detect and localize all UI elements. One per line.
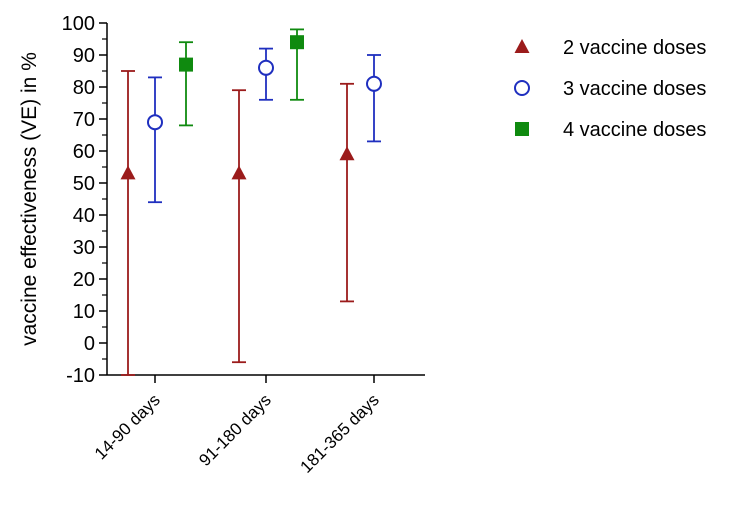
- y-tick-label: 60: [73, 141, 95, 163]
- legend: 2 vaccine doses 3 vaccine doses 4 vaccine …: [514, 37, 706, 141]
- triangle-marker: [514, 39, 530, 53]
- series-1: [120, 70, 355, 376]
- y-tick-label: 80: [73, 77, 95, 99]
- x-tick-label: 91-180 days: [195, 390, 275, 470]
- legend-label: 2 vaccine doses: [563, 37, 706, 59]
- square-marker: [290, 35, 304, 50]
- circle-marker: [258, 59, 274, 76]
- circle-marker: [366, 75, 382, 92]
- circle-marker: [514, 80, 530, 96]
- legend-label: 3 vaccine doses: [563, 78, 706, 100]
- series-3: [179, 28, 304, 127]
- y-tick-label: 0: [84, 333, 95, 355]
- y-tick-label: -10: [66, 365, 95, 387]
- square-marker: [179, 57, 193, 72]
- circle-marker: [147, 114, 163, 131]
- y-tick-label: 10: [73, 301, 95, 323]
- series-2: [147, 47, 382, 204]
- triangle-marker: [339, 146, 355, 161]
- triangle-marker: [120, 165, 136, 180]
- y-tick-label: 70: [73, 109, 95, 131]
- square-marker: [515, 122, 529, 136]
- y-tick-label: 40: [73, 205, 95, 227]
- y-axis-title: vaccine effectiveness (VE) in %: [18, 52, 41, 346]
- x-tick-label: 181-365 days: [297, 390, 383, 476]
- x-tick-label: 14-90 days: [91, 390, 164, 463]
- y-tick-label: 50: [73, 173, 95, 195]
- y-tick-label: 100: [62, 13, 95, 35]
- triangle-marker: [231, 165, 247, 180]
- y-tick-label: 90: [73, 45, 95, 67]
- y-tick-label: 20: [73, 269, 95, 291]
- y-tick-label: 30: [73, 237, 95, 259]
- legend-label: 4 vaccine doses: [563, 119, 706, 141]
